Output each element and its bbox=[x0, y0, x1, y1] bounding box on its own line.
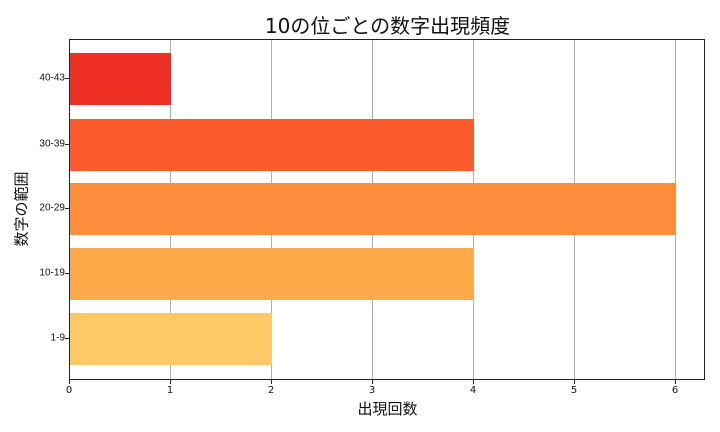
y-tick-mark bbox=[65, 338, 69, 339]
y-tick-label: 10-19 bbox=[39, 267, 65, 279]
x-tick-mark bbox=[271, 380, 272, 384]
y-tick-label: 30-39 bbox=[39, 138, 65, 150]
x-tick-mark bbox=[69, 380, 70, 384]
x-tick-label: 0 bbox=[65, 385, 73, 396]
plot-area bbox=[69, 39, 705, 380]
bar-30-39 bbox=[70, 119, 474, 171]
x-tick-label: 2 bbox=[267, 385, 275, 396]
y-tick-mark bbox=[65, 208, 69, 209]
x-tick-mark bbox=[675, 380, 676, 384]
y-tick-label: 20-29 bbox=[39, 202, 65, 214]
bar-20-29 bbox=[70, 183, 676, 235]
x-tick-label: 3 bbox=[368, 385, 376, 396]
y-tick-label: 1-9 bbox=[50, 332, 65, 344]
x-axis-label: 出現回数 bbox=[357, 400, 418, 418]
x-tick-mark bbox=[473, 380, 474, 384]
x-tick-mark bbox=[372, 380, 373, 384]
chart-title: 10の位ごとの数字出現頻度 bbox=[264, 14, 511, 38]
x-tick-label: 6 bbox=[671, 385, 679, 396]
x-tick-label: 4 bbox=[469, 385, 477, 396]
x-tick-label: 1 bbox=[166, 385, 174, 396]
y-axis-label: 数字の範囲 bbox=[12, 171, 31, 247]
y-tick-label: 40-43 bbox=[39, 72, 65, 84]
bar-1-9 bbox=[70, 313, 272, 365]
bar-40-43 bbox=[70, 53, 171, 105]
bar-10-19 bbox=[70, 248, 474, 300]
x-tick-mark bbox=[170, 380, 171, 384]
x-tick-mark bbox=[574, 380, 575, 384]
y-tick-mark bbox=[65, 144, 69, 145]
y-tick-mark bbox=[65, 273, 69, 274]
y-tick-mark bbox=[65, 78, 69, 79]
x-tick-label: 5 bbox=[570, 385, 578, 396]
